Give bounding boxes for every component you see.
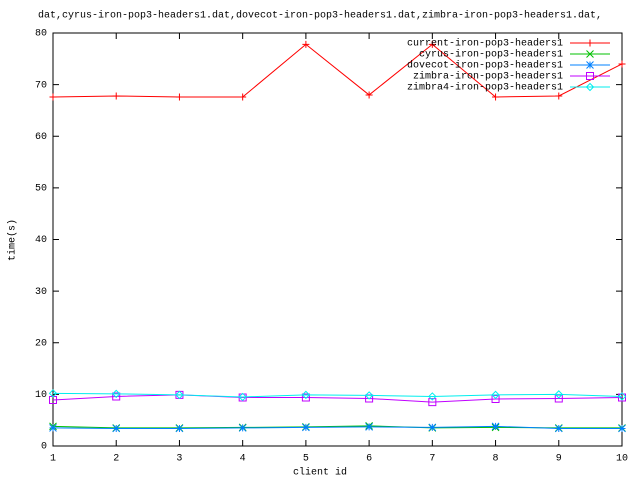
- legend-label: dovecot-iron-pop3-headers1: [407, 60, 563, 72]
- point-marker: [238, 424, 247, 432]
- point-marker: [491, 390, 500, 400]
- y-tick-label: 10: [35, 390, 47, 401]
- point-marker: [618, 424, 626, 433]
- point-marker: [175, 390, 184, 399]
- point-marker: [554, 394, 563, 403]
- legend-marker: [586, 50, 594, 58]
- point-marker: [618, 60, 626, 68]
- series-line: [52, 394, 623, 403]
- legend-label: cyrus-iron-pop3-headers1: [419, 49, 563, 61]
- x-tick-label: 9: [556, 454, 562, 465]
- legend-label: zimbra-iron-pop3-headers1: [413, 71, 563, 83]
- point-marker: [617, 392, 627, 401]
- point-marker: [491, 422, 500, 431]
- x-tick-label: 7: [429, 454, 435, 465]
- legend-marker: [586, 72, 594, 80]
- point-marker: [49, 396, 57, 405]
- point-marker: [492, 93, 500, 101]
- y-tick-label: 50: [35, 184, 47, 195]
- legend-marker: [586, 61, 594, 69]
- point-marker: [175, 390, 184, 400]
- x-axis-label: client id: [293, 467, 347, 479]
- point-marker: [238, 392, 247, 402]
- point-marker: [554, 390, 563, 399]
- point-marker: [175, 424, 184, 433]
- point-marker: [112, 392, 121, 401]
- y-tick-label: 60: [35, 132, 47, 143]
- point-marker: [302, 40, 310, 48]
- y-tick-label: 40: [35, 235, 47, 246]
- point-marker: [365, 91, 373, 99]
- point-marker: [302, 423, 310, 432]
- y-tick-label: 70: [35, 80, 47, 91]
- legend-marker: [585, 82, 595, 92]
- y-tick-label: 80: [35, 29, 47, 40]
- x-tick-label: 3: [176, 454, 182, 465]
- point-marker: [49, 424, 57, 432]
- point-marker: [428, 40, 436, 48]
- point-marker: [301, 390, 311, 400]
- point-marker: [491, 395, 500, 404]
- y-axis-label: time(s): [7, 219, 19, 261]
- legend-label: current-iron-pop3-headers1: [407, 38, 563, 50]
- point-marker: [112, 92, 120, 100]
- point-marker: [428, 392, 437, 401]
- x-tick-label: 2: [113, 454, 119, 465]
- x-tick-label: 6: [366, 454, 372, 465]
- series-line: [52, 43, 623, 98]
- x-tick-label: 10: [616, 454, 628, 465]
- x-tick-label: 8: [493, 454, 499, 465]
- series-line: [52, 392, 623, 398]
- point-marker: [365, 423, 373, 431]
- point-marker: [301, 393, 310, 402]
- legend-marker: [586, 39, 594, 47]
- point-marker: [112, 424, 121, 433]
- y-tick-label: 0: [41, 442, 47, 453]
- point-marker: [364, 391, 374, 400]
- point-marker: [112, 389, 121, 399]
- point-marker: [428, 423, 437, 432]
- point-marker: [554, 424, 563, 433]
- series-line: [52, 425, 622, 429]
- point-marker: [555, 92, 563, 100]
- chart-title: dat,cyrus-iron-pop3-headers1.dat,dovecot…: [38, 10, 602, 22]
- x-tick-label: 4: [240, 454, 246, 465]
- x-tick-label: 5: [303, 454, 309, 465]
- y-tick-label: 20: [35, 338, 47, 349]
- x-tick-label: 1: [50, 454, 56, 465]
- y-tick-label: 30: [35, 287, 47, 298]
- point-marker: [239, 93, 247, 101]
- point-marker: [48, 389, 58, 398]
- point-marker: [175, 93, 183, 101]
- point-marker: [49, 93, 57, 101]
- legend-label: zimbra4-iron-pop3-headers1: [407, 82, 563, 94]
